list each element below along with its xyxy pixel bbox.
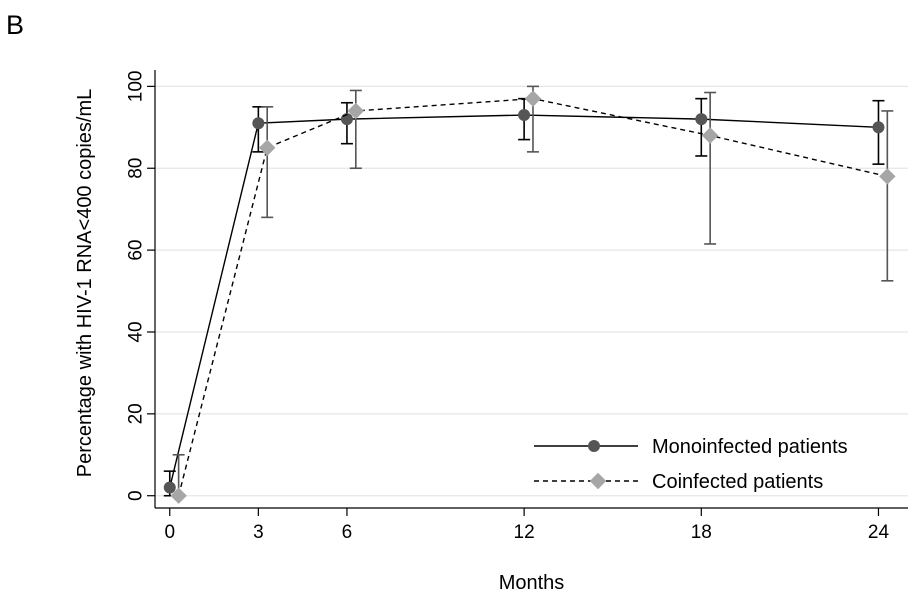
legend: Monoinfected patients Coinfected patients (534, 436, 848, 493)
legend-label: Monoinfected patients (652, 436, 848, 458)
data-point (259, 139, 276, 156)
data-point (163, 481, 176, 494)
data-point (524, 90, 542, 107)
y-tick-label: 0 (126, 490, 147, 501)
data-point (701, 127, 719, 144)
x-tick-label: 6 (342, 522, 353, 543)
data-point (170, 487, 187, 504)
series-line (177, 97, 888, 496)
x-axis-title: Months (499, 572, 565, 594)
legend-entry-1: Coinfected patients (534, 471, 823, 493)
x-tick-label: 12 (514, 522, 535, 543)
y-axis-title: Percentage with HIV-1 RNA<400 copies/mL (74, 89, 96, 478)
series-1 (170, 85, 896, 504)
legend-entry-0: Monoinfected patients (534, 436, 848, 458)
panel-label: B (6, 10, 25, 40)
data-point (872, 121, 885, 134)
y-tick-label: 100 (126, 71, 147, 103)
y-tick-label: 60 (126, 240, 147, 261)
y-tick-label: 20 (126, 403, 147, 424)
grid (155, 85, 908, 497)
x-tick-label: 0 (164, 522, 175, 543)
series-layer (163, 85, 896, 504)
series-line (169, 114, 879, 488)
legend-label: Coinfected patients (652, 471, 823, 493)
data-point (252, 117, 265, 130)
data-point (879, 168, 896, 185)
x-tick-label: 18 (691, 522, 712, 543)
axes: 0 20 40 60 80 100 0 3 6 12 18 24 (126, 70, 908, 543)
series-0 (163, 97, 885, 497)
y-tick-label: 40 (126, 321, 147, 342)
y-tick-label: 80 (126, 158, 147, 179)
data-point (518, 109, 531, 122)
x-tick-label: 24 (868, 522, 890, 543)
data-point (695, 113, 708, 126)
x-tick-label: 3 (253, 522, 264, 543)
legend-marker (588, 440, 600, 452)
legend-marker (589, 472, 607, 490)
data-point (347, 102, 365, 120)
